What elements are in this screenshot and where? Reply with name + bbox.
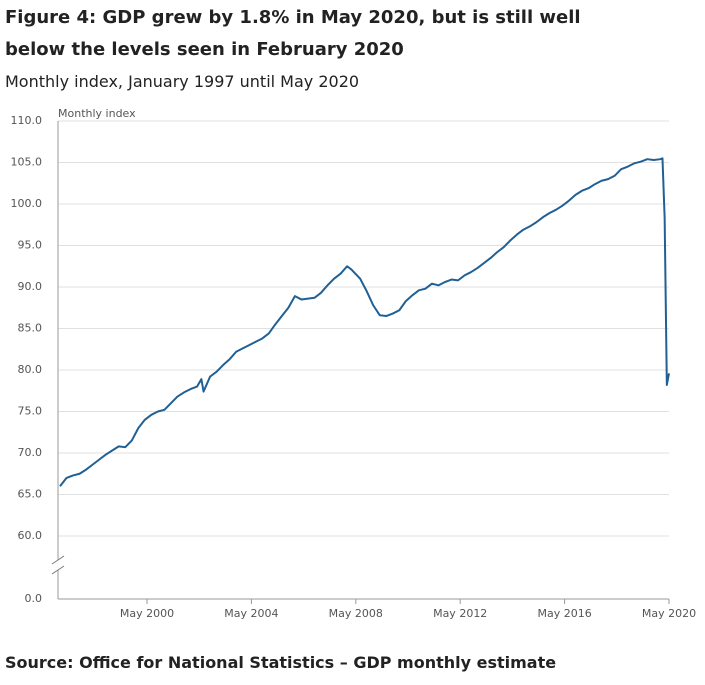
y-tick-label: 80.0 (18, 363, 43, 376)
source-note: Source: Office for National Statistics –… (5, 653, 557, 672)
x-tick-label: May 2012 (433, 607, 487, 620)
x-tick-label: May 2016 (537, 607, 591, 620)
x-tick-label: May 2008 (329, 607, 383, 620)
y-tick-label: 70.0 (18, 446, 43, 459)
y-tick-label: 110.0 (11, 114, 43, 127)
x-tick-label: May 2004 (224, 607, 278, 620)
chart-title: Figure 4: GDP grew by 1.8% in May 2020, … (5, 7, 581, 60)
y-tick-label: 0.0 (25, 592, 43, 605)
y-tick-label: 90.0 (18, 280, 43, 293)
data-line (59, 157, 670, 487)
y-tick-label: 85.0 (18, 322, 43, 335)
axis-break (51, 555, 65, 565)
y-tick-label: 100.0 (11, 197, 43, 210)
y-tick-label: 95.0 (18, 239, 43, 252)
y-tick-label: 65.0 (18, 488, 43, 501)
y-axis-label: Monthly index (58, 107, 136, 120)
axis-break (51, 565, 65, 575)
chart-subtitle: Monthly index, January 1997 until May 20… (5, 72, 360, 91)
y-tick-label: 60.0 (18, 529, 43, 542)
x-tick-label: May 2020 (642, 607, 696, 620)
y-tick-label: 75.0 (18, 405, 43, 418)
y-tick-label: 105.0 (11, 156, 43, 169)
x-tick-label: May 2000 (120, 607, 174, 620)
